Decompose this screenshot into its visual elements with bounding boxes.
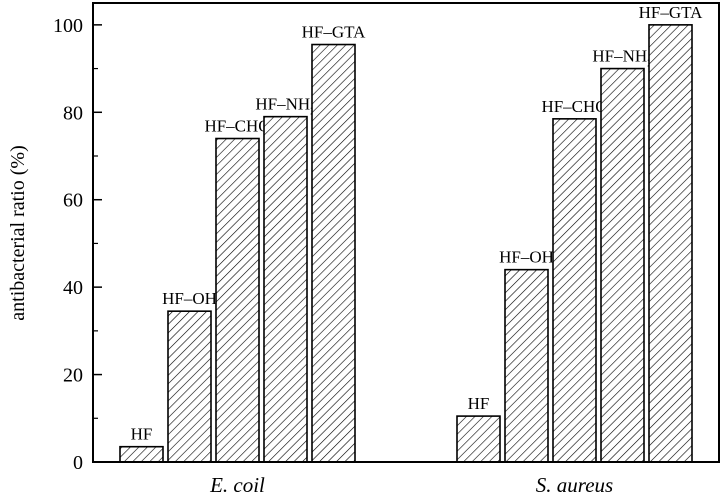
bar — [552, 118, 597, 463]
bar-label: HF–GTA — [639, 3, 704, 22]
bar — [215, 137, 260, 463]
bar-label: HF–OH — [162, 289, 217, 308]
bar — [311, 43, 356, 463]
y-tick-label: 80 — [63, 102, 83, 124]
plot-frame — [92, 2, 720, 463]
bar — [648, 24, 693, 463]
bar-label: HF–GTA — [302, 23, 367, 42]
y-tick-label: 60 — [63, 190, 83, 212]
bar — [119, 445, 164, 463]
y-tick-label: 100 — [53, 15, 83, 37]
bar-label: HF–NH2 — [255, 95, 315, 118]
bar — [167, 310, 212, 463]
y-axis-title: antibacterial ratio (%) — [7, 145, 29, 320]
bar-label: HF–CHO — [541, 97, 607, 116]
y-tick-label: 40 — [63, 277, 83, 299]
y-tick-label: 0 — [73, 452, 83, 474]
bar-label: HF–NH2 — [592, 47, 652, 70]
bar — [600, 67, 645, 463]
bar — [504, 268, 549, 463]
bar-label: HF — [468, 394, 490, 413]
bar — [263, 115, 308, 463]
y-tick-label: 20 — [63, 365, 83, 387]
bar-label: HF–CHO — [204, 117, 270, 136]
x-group-label: S. aureus — [536, 473, 613, 497]
bar — [456, 415, 501, 463]
bar-label: HF–OH — [499, 248, 554, 267]
bar-label: HF — [131, 425, 153, 444]
x-group-label: E. coil — [209, 473, 265, 497]
